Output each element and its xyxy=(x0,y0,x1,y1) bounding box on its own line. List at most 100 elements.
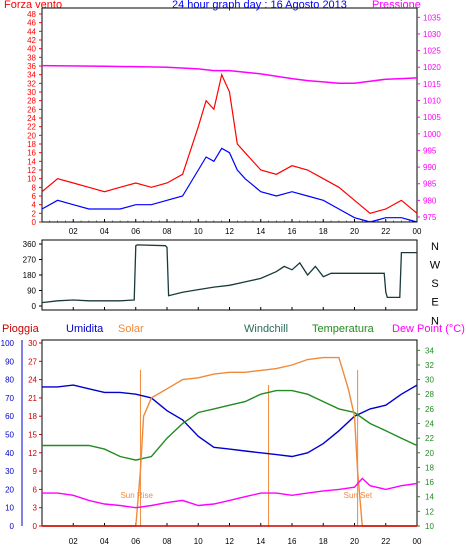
temp-tick-label: 18 xyxy=(425,463,434,472)
temp-tick-label: 28 xyxy=(425,390,434,399)
temp-tick-label: 14 xyxy=(425,493,434,502)
wind-tick-label: 24 xyxy=(27,114,36,123)
pressure-tick-label: 1035 xyxy=(423,13,441,22)
wind-tick-label: 16 xyxy=(27,149,36,158)
wind-tick-label: 40 xyxy=(27,45,36,54)
wind-tick-label: 12 xyxy=(27,166,36,175)
pressure-tick-label: 995 xyxy=(423,146,437,155)
series-temperatura xyxy=(42,389,418,461)
temp-tick-label: 12 xyxy=(425,507,434,516)
wind-x-tick-label: 06 xyxy=(131,227,140,236)
sun-marker-label: Sun Rise xyxy=(120,491,153,500)
pioggia-tick-label: 3 xyxy=(33,504,38,513)
wind-axis-label: Forza vento xyxy=(4,0,62,11)
umidita-tick-label: 70 xyxy=(5,394,14,403)
pressure-tick-label: 1015 xyxy=(423,80,441,89)
wind-tick-label: 8 xyxy=(32,183,37,192)
series-forza-vento xyxy=(41,147,418,223)
wind-tick-label: 20 xyxy=(27,131,36,140)
wind-x-tick-label: 22 xyxy=(381,227,390,236)
legend-umidita: Umidita xyxy=(66,323,104,335)
legend-solar: Solar xyxy=(118,323,144,335)
wind-tick-label: 36 xyxy=(27,62,36,71)
pioggia-tick-label: 27 xyxy=(28,357,37,366)
temp-x-tick-label: 08 xyxy=(163,537,172,546)
umidita-tick-label: 90 xyxy=(5,357,14,366)
temp-x-tick-label: 12 xyxy=(225,537,234,546)
pioggia-tick-label: 12 xyxy=(28,449,37,458)
graph-title: 24 hour graph day : 16 Agosto 2013 xyxy=(172,0,347,11)
wind-tick-label: 2 xyxy=(32,209,37,218)
wind-tick-label: 44 xyxy=(27,27,36,36)
sun-marker-label: Sun Set xyxy=(344,491,373,500)
pioggia-tick-label: 9 xyxy=(33,467,38,476)
wind-tick-label: 10 xyxy=(27,175,36,184)
wind-tick-label: 4 xyxy=(32,201,37,210)
series-dew-point-c xyxy=(42,477,418,509)
wind-x-tick-label: 10 xyxy=(194,227,203,236)
direction-tick-label: 180 xyxy=(23,271,37,280)
temp-x-tick-label: 02 xyxy=(69,537,78,546)
temp-tick-label: 32 xyxy=(425,361,434,370)
pressure-tick-label: 1005 xyxy=(423,113,441,122)
umidita-tick-label: 60 xyxy=(5,412,14,421)
wind-x-tick-label: 04 xyxy=(100,227,109,236)
temp-tick-label: 22 xyxy=(425,434,434,443)
umidita-tick-label: 30 xyxy=(5,467,14,476)
wind-tick-label: 38 xyxy=(27,53,36,62)
legend-pioggia: Pioggia xyxy=(2,323,40,335)
pioggia-tick-label: 30 xyxy=(28,339,37,348)
wind-x-tick-label: 12 xyxy=(225,227,234,236)
temp-panel-frame xyxy=(41,339,418,527)
wind-tick-label: 48 xyxy=(27,10,36,19)
wind-x-tick-label: 20 xyxy=(350,227,359,236)
direction-tick-label: 360 xyxy=(23,240,37,249)
direction-tick-label: 270 xyxy=(23,256,37,265)
wind-panel-frame xyxy=(41,7,418,223)
wind-tick-label: 34 xyxy=(27,71,36,80)
temp-tick-label: 16 xyxy=(425,478,434,487)
pressure-tick-label: 1025 xyxy=(423,47,441,56)
pressure-axis-label: Pressione xyxy=(372,0,421,11)
wind-tick-label: 18 xyxy=(27,140,36,149)
wind-x-tick-label: 00 xyxy=(413,227,422,236)
umidita-tick-label: 0 xyxy=(10,522,15,531)
wind-tick-label: 22 xyxy=(27,123,36,132)
series-pressione xyxy=(41,64,418,84)
umidita-tick-label: 20 xyxy=(5,485,14,494)
legend-dew-point-c: Dew Point (°C) xyxy=(392,323,465,335)
temp-x-tick-label: 16 xyxy=(288,537,297,546)
wind-tick-label: 14 xyxy=(27,157,36,166)
direction-tick-label: 90 xyxy=(27,287,36,296)
umidita-tick-label: 80 xyxy=(5,376,14,385)
wind-tick-label: 28 xyxy=(27,97,36,106)
umidita-tick-label: 10 xyxy=(5,504,14,513)
pioggia-tick-label: 15 xyxy=(28,431,37,440)
pioggia-tick-label: 6 xyxy=(33,485,38,494)
wind-tick-label: 46 xyxy=(27,19,36,28)
wind-tick-label: 26 xyxy=(27,105,36,114)
temp-tick-label: 26 xyxy=(425,405,434,414)
series-raffica xyxy=(41,72,418,214)
compass-label: W xyxy=(430,260,441,272)
legend-windchill: Windchill xyxy=(244,323,288,335)
legend-temperatura: Temperatura xyxy=(312,323,375,335)
temp-x-tick-label: 06 xyxy=(131,537,140,546)
compass-label: E xyxy=(431,297,438,309)
temp-x-tick-label: 04 xyxy=(100,537,109,546)
wind-x-tick-label: 16 xyxy=(288,227,297,236)
wind-x-tick-label: 08 xyxy=(163,227,172,236)
pioggia-tick-label: 24 xyxy=(28,376,37,385)
umidita-tick-label: 40 xyxy=(5,449,14,458)
wind-tick-label: 6 xyxy=(32,192,37,201)
temp-x-tick-label: 18 xyxy=(319,537,328,546)
series-solar xyxy=(42,356,417,527)
temp-tick-label: 24 xyxy=(425,420,434,429)
temp-tick-label: 30 xyxy=(425,376,434,385)
wind-tick-label: 32 xyxy=(27,79,36,88)
pressure-tick-label: 1030 xyxy=(423,30,441,39)
pressure-tick-label: 990 xyxy=(423,163,437,172)
series-direzione xyxy=(41,244,417,304)
